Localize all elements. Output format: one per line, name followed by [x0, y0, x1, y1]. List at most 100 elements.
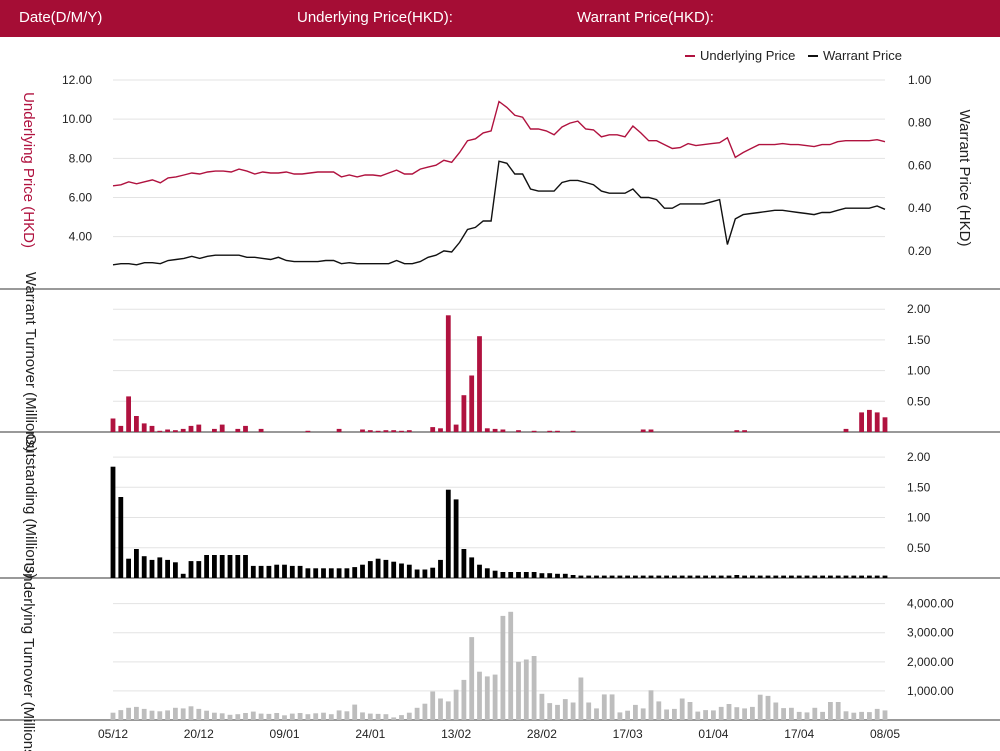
date-label: Date(D/M/Y)	[19, 9, 103, 26]
outstanding-chart-bar	[601, 575, 607, 578]
underlying-turnover-chart-bar	[391, 717, 397, 720]
outstanding-chart-bar	[328, 568, 334, 578]
warrant-turnover-chart: 0.50 1.00 1.50 2.00 Warrant Turnover (Millio…	[22, 272, 931, 452]
outstanding-chart-bar	[828, 575, 833, 578]
underlying-turnover-chart-bar	[321, 712, 326, 720]
underlying-turnover-chart-bar	[586, 702, 592, 720]
warrant-turnover-chart-bar	[445, 315, 451, 432]
outstanding-chart-bar	[757, 575, 763, 578]
price-left-tick-label: 12.00	[62, 73, 92, 87]
warrant-turnover-chart-bar	[399, 430, 404, 432]
x-axis-date-label: 09/01	[270, 727, 300, 741]
underlying-turnover-chart-bar	[804, 712, 810, 720]
underlying-turnover-chart-bar	[508, 611, 514, 720]
underlying-turnover-chart-bar	[438, 698, 443, 720]
underlying-turnover-chart-bar	[266, 713, 272, 720]
outstanding-chart-bar	[789, 575, 794, 578]
warrant-turnover-chart-bar	[235, 428, 241, 432]
outstanding-chart-bar	[391, 561, 397, 578]
underlying-turnover-chart-bar	[399, 715, 404, 720]
x-axis-date-label: 01/04	[698, 727, 728, 741]
outstanding-chart-bar	[843, 575, 849, 578]
underlying-turnover-chart-bar	[180, 708, 186, 720]
underlying-price-axis-title: Underlying Price (HKD)	[20, 92, 37, 248]
underlying-turnover-chart-bar	[594, 708, 599, 720]
outstanding-chart-bar	[578, 575, 584, 578]
underlying-turnover-chart-bar	[648, 690, 654, 720]
underlying-turnover-chart-tick-label: 3,000.00	[907, 626, 954, 640]
underlying-turnover-chart-bar	[282, 715, 287, 720]
outstanding-chart-bar	[734, 575, 740, 578]
warrant-turnover-chart-bar	[149, 425, 155, 432]
outstanding-chart-bar	[594, 575, 599, 578]
price-legend: Underlying Price Warrant Price	[685, 48, 902, 63]
underlying-turnover-chart-bar	[874, 708, 880, 720]
outstanding-chart-bar	[570, 575, 576, 578]
underlying-turnover-chart-bar	[274, 713, 280, 720]
outstanding-chart-bar	[851, 575, 857, 578]
underlying-turnover-chart-bar	[617, 712, 623, 720]
warrant-turnover-chart-bar	[212, 428, 217, 432]
outstanding-chart-bar	[243, 555, 248, 578]
outstanding-chart-bar	[648, 575, 654, 578]
underlying-turnover-chart-bar	[679, 698, 685, 720]
underlying-turnover-chart-bar	[141, 708, 147, 720]
underlying-turnover-chart-bar	[781, 708, 786, 720]
underlying-turnover-chart-bar	[297, 713, 303, 720]
outstanding-chart-bar	[282, 564, 287, 578]
underlying-turnover-chart-bar	[555, 704, 560, 720]
warrant-turnover-chart-bar	[867, 409, 872, 432]
outstanding-chart-bar	[258, 565, 264, 578]
header-bar: Date(D/M/Y) Underlying Price(HKD): Warra…	[0, 0, 1000, 37]
outstanding-chart-bar	[173, 562, 178, 578]
underlying-turnover-chart-bar	[173, 707, 178, 720]
outstanding-chart-bar	[492, 570, 498, 578]
outstanding-chart-bar	[765, 575, 771, 578]
underlying-turnover-chart-bar	[430, 691, 436, 720]
outstanding-chart-bar	[118, 497, 124, 578]
underlying-turnover-chart-bar	[539, 693, 545, 720]
underlying-turnover-chart-bar	[516, 661, 521, 720]
warrant-turnover-chart-bar	[874, 412, 880, 432]
outstanding-chart-bar	[188, 561, 194, 578]
outstanding-chart-bar	[414, 569, 420, 578]
outstanding-chart-bar	[313, 568, 319, 578]
underlying-turnover-chart-bar	[219, 713, 225, 720]
warrant-turnover-chart-bar	[141, 423, 147, 432]
warrant-turnover-chart-bar	[258, 428, 264, 432]
price-left-tick-label: 10.00	[62, 112, 92, 126]
warrant-turnover-chart-bar	[882, 417, 888, 432]
warrant-turnover-chart-bar	[500, 429, 506, 432]
outstanding-chart-tick-label: 0.50	[907, 541, 931, 555]
warrant-turnover-chart-bar	[336, 428, 342, 432]
price-right-tick-label: 0.40	[908, 201, 932, 215]
underlying-turnover-chart-bar	[882, 710, 888, 720]
warrant-turnover-chart-bar	[430, 427, 436, 432]
price-left-tick-label: 6.00	[69, 191, 93, 205]
underlying-turnover-chart-bar	[289, 713, 295, 720]
outstanding-chart-bar	[274, 564, 280, 578]
underlying-turnover-chart-bar	[235, 714, 241, 720]
warrant-turnover-chart-bar	[305, 430, 311, 432]
outstanding-chart-bar	[547, 573, 553, 578]
warrant-turnover-chart-tick-label: 1.00	[907, 364, 931, 378]
x-axis-date-label: 08/05	[870, 727, 900, 741]
warrant-turnover-chart-bar	[477, 336, 482, 432]
outstanding-chart-bar	[586, 575, 592, 578]
outstanding-chart-bar	[212, 555, 217, 578]
outstanding-chart-bar	[204, 555, 209, 578]
outstanding-chart-bar	[375, 558, 381, 578]
outstanding-chart-bar	[781, 575, 786, 578]
warrant-turnover-chart-bar	[134, 416, 139, 432]
underlying-turnover-chart-bar	[305, 714, 311, 720]
outstanding-chart-bar	[679, 575, 685, 578]
outstanding-chart-bar	[453, 499, 459, 578]
price-right-tick-label: 1.00	[908, 73, 932, 87]
underlying-turnover-chart-bar	[625, 710, 630, 720]
outstanding-chart-bar	[422, 569, 428, 578]
warrant-turnover-chart-bar	[118, 425, 124, 432]
warrant-turnover-chart-bar	[173, 430, 178, 432]
warrant-turnover-chart-bar	[859, 412, 864, 432]
outstanding-chart-bar	[336, 568, 342, 578]
